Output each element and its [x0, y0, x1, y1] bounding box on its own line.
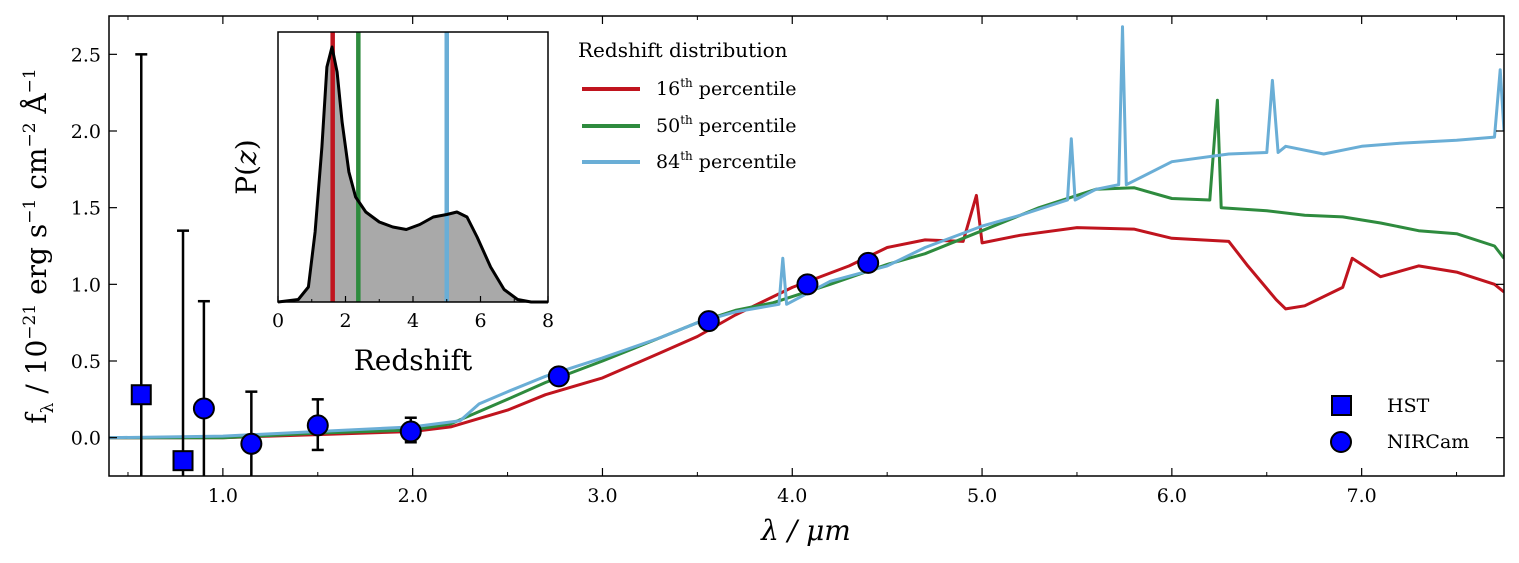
- nircam-data-point: [796, 273, 819, 296]
- nircam-data-point: [240, 432, 263, 455]
- inset-x-axis-label: Redshift: [354, 344, 473, 377]
- nircam-data-point: [306, 414, 329, 437]
- inset-x-tick-label: 0: [272, 310, 284, 332]
- x-tick-label: 7.0: [1347, 485, 1377, 507]
- x-tick-label: 6.0: [1157, 485, 1187, 507]
- legend-item-16th: 16th percentile: [582, 76, 796, 100]
- main-xticks: 1.0 2.0 3.0 4.0 5.0 6.0 7.0: [127, 16, 1458, 507]
- x-tick-label: 4.0: [777, 485, 807, 507]
- legend-hst-square-marker: [1331, 395, 1352, 416]
- y-tick-label: 0.5: [71, 351, 101, 373]
- y-tick-label: 1.5: [71, 198, 101, 220]
- legend-item-50th: 50th percentile: [582, 113, 796, 137]
- nircam-data-point: [697, 310, 720, 333]
- main-y-axis-label: fλ / 10−21 erg s−1 cm−2 Å−1: [20, 68, 58, 423]
- redshift-legend: Redshift distribution 16th percentile 50…: [578, 38, 796, 173]
- inset-x-tick-label: 8: [542, 310, 554, 332]
- x-tick-label: 1.0: [208, 485, 238, 507]
- main-points-group: [130, 251, 880, 472]
- main-x-axis-label: λ / μm: [760, 514, 851, 547]
- x-tick-label: 2.0: [398, 485, 428, 507]
- series-line-84th: [109, 25, 1504, 440]
- series-line-50th: [109, 98, 1504, 440]
- nircam-data-point: [192, 397, 215, 420]
- inset-x-tick-label: 4: [407, 310, 419, 332]
- legend-title: Redshift distribution: [578, 38, 788, 62]
- y-tick-label: 2.0: [71, 121, 101, 143]
- inset-plot-group: [277, 32, 548, 304]
- inset-xticks: 0 2 4 6 8: [272, 296, 554, 332]
- legend-label-16th: 16th percentile: [656, 76, 796, 100]
- main-series-group: [109, 25, 1504, 440]
- legend-item-84th: 84th percentile: [582, 149, 796, 173]
- x-tick-label: 3.0: [587, 485, 617, 507]
- main-plot: 1.0 2.0 3.0 4.0 5.0 6.0 7.0 0.0 0.5 1.0 1.5 2.0 2.5…: [20, 15, 1505, 547]
- y-tick-label: 0.0: [71, 428, 101, 450]
- hst-data-point: [130, 384, 152, 406]
- inset-pdf-fill: [278, 47, 548, 302]
- inset-x-tick-label: 2: [339, 310, 351, 332]
- main-yticks: 0.0 0.5 1.0 1.5 2.0 2.5: [71, 44, 1504, 450]
- x-tick-label: 5.0: [967, 485, 997, 507]
- inset-y-axis-label: P(z): [230, 139, 263, 194]
- legend-nircam-circle-marker: [1330, 431, 1352, 453]
- y-tick-label: 1.0: [71, 274, 101, 296]
- marker-legend: HST NIRCam: [1330, 395, 1469, 453]
- legend-nircam-label: NIRCam: [1387, 431, 1469, 453]
- legend-hst-label: HST: [1387, 395, 1430, 417]
- nircam-data-point: [399, 420, 422, 443]
- main-plot-frame: [108, 15, 1505, 477]
- legend-label-84th: 84th percentile: [656, 149, 796, 173]
- y-tick-label: 2.5: [71, 44, 101, 66]
- inset-redshift-pdf: 0 2 4 6 8 Redshift P(z): [230, 31, 554, 377]
- hst-data-point: [172, 450, 194, 472]
- legend-label-50th: 50th percentile: [656, 113, 796, 137]
- inset-pdf-curve: [277, 45, 548, 304]
- series-line-16th: [109, 193, 1504, 440]
- inset-x-tick-label: 6: [474, 310, 486, 332]
- nircam-data-point: [857, 251, 880, 274]
- main-errorbar-group: [135, 53, 417, 476]
- nircam-data-point: [547, 365, 570, 388]
